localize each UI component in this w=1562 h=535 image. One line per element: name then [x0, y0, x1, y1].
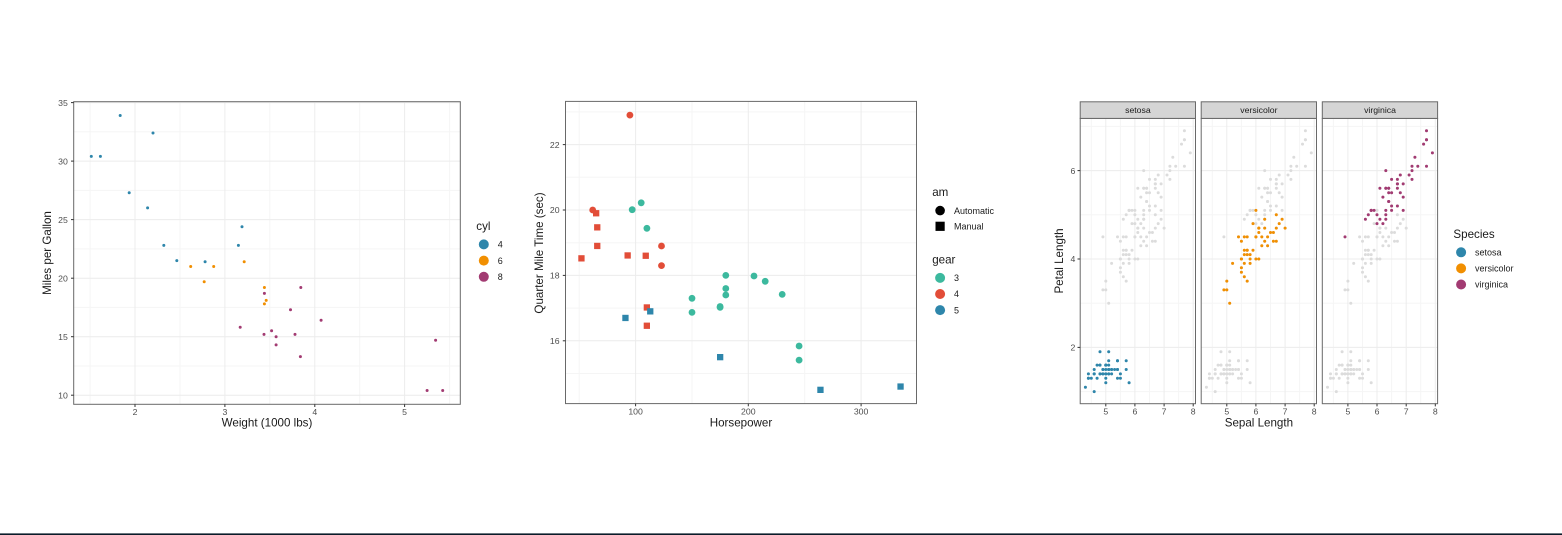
svg-text:virginica: virginica [1364, 105, 1396, 115]
svg-text:25: 25 [58, 215, 68, 225]
svg-text:cyl: cyl [476, 220, 490, 233]
svg-text:Manual: Manual [954, 222, 984, 232]
svg-text:16: 16 [550, 336, 560, 346]
svg-text:20: 20 [58, 273, 68, 283]
svg-text:5: 5 [1224, 407, 1229, 417]
svg-text:4: 4 [312, 407, 317, 417]
svg-text:versicolor: versicolor [1475, 264, 1514, 274]
svg-text:am: am [932, 186, 948, 199]
svg-text:Species: Species [1453, 228, 1494, 241]
svg-text:18: 18 [550, 271, 560, 281]
svg-text:6: 6 [1132, 407, 1137, 417]
svg-text:6: 6 [498, 256, 503, 266]
svg-text:5: 5 [1103, 407, 1108, 417]
svg-text:8: 8 [1433, 407, 1438, 417]
svg-text:10: 10 [58, 390, 68, 400]
svg-text:7: 7 [1404, 407, 1409, 417]
svg-text:7: 7 [1162, 407, 1167, 417]
svg-text:Petal Length: Petal Length [1053, 228, 1066, 293]
svg-text:versicolor: versicolor [1240, 105, 1277, 115]
svg-text:2: 2 [1070, 343, 1075, 353]
svg-text:22: 22 [550, 140, 560, 150]
svg-text:7: 7 [1283, 407, 1288, 417]
svg-text:3: 3 [222, 407, 227, 417]
svg-text:300: 300 [854, 406, 869, 416]
svg-text:8: 8 [498, 272, 503, 282]
svg-text:6: 6 [1375, 407, 1380, 417]
svg-text:Sepal Length: Sepal Length [1225, 417, 1293, 430]
svg-text:virginica: virginica [1475, 280, 1508, 290]
svg-text:gear: gear [932, 254, 955, 267]
svg-text:6: 6 [1253, 407, 1258, 417]
svg-text:Miles per Gallon: Miles per Gallon [41, 211, 54, 295]
svg-text:3: 3 [954, 273, 959, 283]
svg-text:Automatic: Automatic [954, 206, 995, 216]
svg-text:100: 100 [628, 406, 643, 416]
svg-text:20: 20 [550, 205, 560, 215]
svg-text:5: 5 [954, 305, 959, 315]
svg-text:4: 4 [954, 289, 959, 299]
svg-text:Horsepower: Horsepower [710, 417, 773, 430]
svg-text:4: 4 [498, 240, 503, 250]
svg-text:35: 35 [58, 98, 68, 108]
svg-text:setosa: setosa [1125, 105, 1151, 115]
svg-text:5: 5 [402, 407, 407, 417]
svg-text:200: 200 [741, 406, 756, 416]
svg-text:Quarter Mile Time (sec): Quarter Mile Time (sec) [533, 192, 546, 313]
svg-text:8: 8 [1312, 407, 1317, 417]
svg-text:8: 8 [1191, 407, 1196, 417]
svg-text:6: 6 [1070, 166, 1075, 176]
svg-text:Weight (1000 lbs): Weight (1000 lbs) [222, 417, 313, 430]
svg-text:setosa: setosa [1475, 248, 1502, 258]
svg-text:4: 4 [1070, 254, 1075, 264]
svg-text:30: 30 [58, 156, 68, 166]
svg-text:2: 2 [133, 407, 138, 417]
svg-text:15: 15 [58, 332, 68, 342]
svg-text:5: 5 [1345, 407, 1350, 417]
